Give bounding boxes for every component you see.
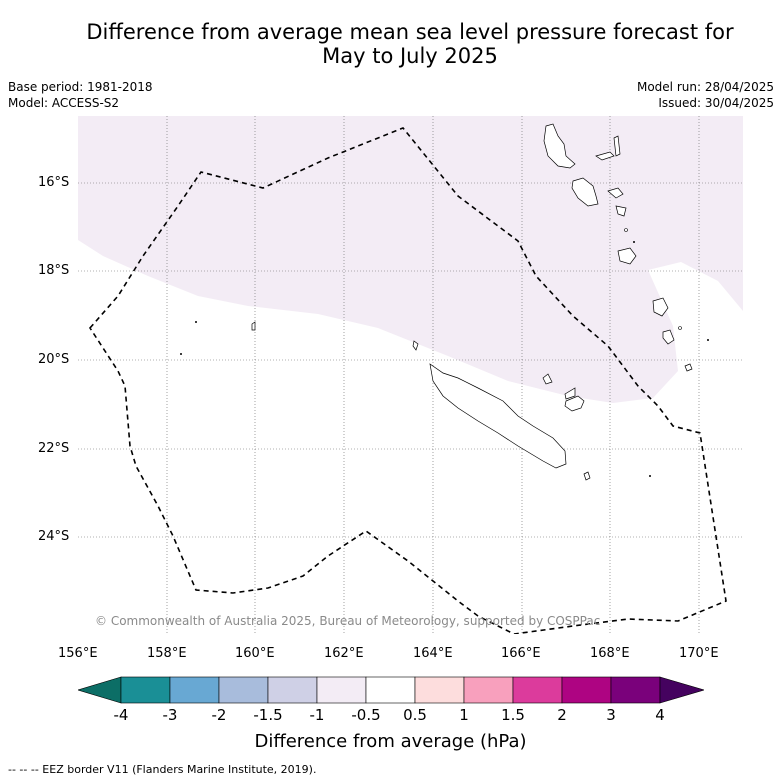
colorbar-seg-3 <box>218 676 269 704</box>
small-islet-5 <box>678 326 682 330</box>
colorbar-tick: 1 <box>459 706 469 724</box>
small-islet-4 <box>624 228 628 232</box>
vanuatu-tanna <box>662 329 675 345</box>
colorbar-tick: 4 <box>655 706 665 724</box>
lon-label-156e: 156°E <box>58 646 98 661</box>
model-run: Model run: 28/04/2025 <box>636 80 774 94</box>
colorbar-seg-2 <box>169 676 220 704</box>
vanuatu-efate <box>617 247 637 265</box>
belep-island <box>412 340 419 351</box>
lat-label-22s: 22°S <box>38 441 70 456</box>
loyalty-island-ouvea <box>542 373 553 385</box>
colorbar-tick: -2 <box>211 706 227 724</box>
title-line-2: May to July 2025 <box>322 44 498 68</box>
colorbar-tick: -0.5 <box>351 706 381 724</box>
base-period: Base period: 1981-2018 <box>8 80 153 94</box>
colorbar-seg-7 <box>414 676 465 704</box>
lat-label-16s: 16°S <box>38 175 70 190</box>
colorbar-seg-6 <box>365 676 416 704</box>
isle-of-pines <box>583 471 591 481</box>
new-caledonia-island <box>429 363 567 469</box>
lon-label-166e: 166°E <box>501 646 541 661</box>
colorbar-tick: -1 <box>309 706 325 724</box>
small-islet-2 <box>180 353 182 355</box>
vanuatu-ambae <box>595 151 615 161</box>
lon-label-164e: 164°E <box>413 646 453 661</box>
colorbar-seg-8 <box>463 676 514 704</box>
vanuatu-espiritu-santo <box>543 123 576 169</box>
colorbar-seg-high-extend <box>659 676 706 704</box>
lon-label-162e: 162°E <box>324 646 364 661</box>
small-islet-3 <box>649 475 651 477</box>
chesterfield-islet <box>251 321 256 331</box>
colorbar-seg-11 <box>610 676 661 704</box>
lat-label-24s: 24°S <box>38 529 70 544</box>
small-islet-7 <box>633 241 635 243</box>
loyalty-island-lifou <box>564 387 576 400</box>
colorbar-seg-10 <box>561 676 612 704</box>
vanuatu-malakula <box>571 177 599 207</box>
small-islet-6 <box>707 339 709 341</box>
small-islet-1 <box>195 321 197 323</box>
colorbar-seg-4 <box>267 676 318 704</box>
title-line-1: Difference from average mean sea level p… <box>86 20 734 44</box>
loyalty-island-mare <box>564 395 585 412</box>
colorbar-seg-low-extend <box>76 676 122 704</box>
vanuatu-aneityum <box>684 363 693 372</box>
lat-label-18s: 18°S <box>38 263 70 278</box>
vanuatu-epi <box>615 205 627 217</box>
issued-date: Issued: 30/04/2025 <box>658 96 774 110</box>
colorbar-tick: 3 <box>606 706 616 724</box>
colorbar-seg-1 <box>120 676 171 704</box>
colorbar-seg-9 <box>512 676 563 704</box>
colorbar <box>76 676 706 704</box>
copyright-notice: © Commonwealth of Australia 2025, Bureau… <box>95 614 601 628</box>
lon-label-158e: 158°E <box>147 646 187 661</box>
lon-label-160e: 160°E <box>235 646 275 661</box>
colorbar-tick: 1.5 <box>501 706 525 724</box>
vanuatu-pentecost <box>613 135 621 157</box>
colorbar-svg <box>76 676 706 704</box>
colorbar-tick: 0.5 <box>403 706 427 724</box>
colorbar-tick: -4 <box>113 706 129 724</box>
lon-label-168e: 168°E <box>590 646 630 661</box>
vanuatu-erromango <box>652 297 669 317</box>
colorbar-tick: -3 <box>162 706 178 724</box>
map-svg <box>78 116 743 634</box>
colorbar-title: Difference from average (hPa) <box>254 731 527 752</box>
colorbar-tick: 2 <box>557 706 567 724</box>
vanuatu-ambrym <box>607 187 624 199</box>
lon-label-170e: 170°E <box>679 646 719 661</box>
eez-legend-footer: -- -- -- EEZ border V11 (Flanders Marine… <box>8 763 317 776</box>
map-panel <box>78 116 743 634</box>
model-name: Model: ACCESS-S2 <box>8 96 120 110</box>
lat-label-20s: 20°S <box>38 352 70 367</box>
colorbar-tick: -1.5 <box>253 706 283 724</box>
colorbar-seg-5 <box>316 676 367 704</box>
